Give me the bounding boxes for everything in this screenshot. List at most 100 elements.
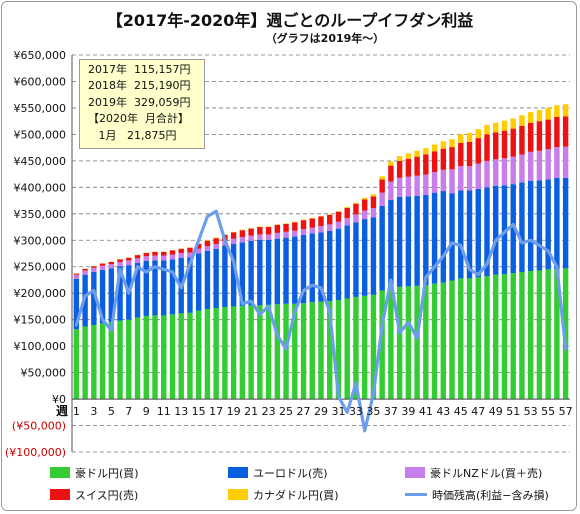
bar-segment xyxy=(283,231,289,238)
bar-segment xyxy=(257,227,263,235)
bar-segment xyxy=(73,278,80,330)
bar-segment xyxy=(361,219,368,296)
bar-segment xyxy=(484,124,490,135)
x-tick-label: 23 xyxy=(262,405,276,418)
y-tick-label: ¥350,000 xyxy=(14,208,67,221)
bar-segment xyxy=(344,206,350,208)
bar-segment xyxy=(309,227,315,234)
bar-segment xyxy=(536,150,543,181)
x-tick-label: 39 xyxy=(401,405,415,418)
bar-segment xyxy=(527,112,534,123)
bar-segment xyxy=(493,159,499,186)
bar-segment xyxy=(466,190,473,279)
bar-segment xyxy=(143,252,149,257)
bar-segment xyxy=(396,286,403,400)
bar-segment xyxy=(388,161,394,166)
bar-segment xyxy=(91,324,97,400)
bar-segment xyxy=(318,232,324,302)
bar-segment xyxy=(510,184,516,274)
bar-segment xyxy=(510,273,516,400)
bar-segment xyxy=(99,263,106,266)
bar-segment xyxy=(318,225,324,233)
bar-segment xyxy=(554,105,560,117)
bar-segment xyxy=(527,122,534,152)
summary-line: 2017年 115,157円 xyxy=(88,63,191,76)
bar-segment xyxy=(178,252,184,258)
bar-segment xyxy=(239,305,246,400)
bar-segment xyxy=(536,270,543,400)
bar-segment xyxy=(370,207,377,218)
bar-segment xyxy=(91,272,97,325)
bar-segment xyxy=(388,181,394,201)
bar-segment xyxy=(353,222,359,297)
bar-segment xyxy=(309,218,315,219)
bar-segment xyxy=(449,147,455,170)
bar-segment xyxy=(361,295,368,400)
bar-segment xyxy=(475,129,481,139)
bar-segment xyxy=(493,122,499,133)
bar-segment xyxy=(99,323,106,400)
bar-segment xyxy=(396,160,403,178)
bar-segment xyxy=(440,148,447,170)
y-tick-label: ¥100,000 xyxy=(14,340,67,353)
bar-segment xyxy=(545,269,551,400)
y-tick-label: (¥50,000) xyxy=(12,420,66,433)
bar-segment xyxy=(283,223,289,224)
bar-segment xyxy=(388,165,394,182)
bar-segment xyxy=(440,191,447,283)
bar-segment xyxy=(292,222,298,231)
bar-segment xyxy=(370,294,377,400)
bar-segment xyxy=(239,242,246,306)
bar-segment xyxy=(449,280,455,400)
legend-label: 豪ドル円(買) xyxy=(75,467,139,480)
bar-segment xyxy=(178,313,184,400)
bar-segment xyxy=(292,230,298,237)
bar-segment xyxy=(510,128,516,157)
bar-segment xyxy=(519,272,525,400)
legend-item-eurusd: ユーロドル(売) xyxy=(228,466,328,482)
bar-segment xyxy=(431,151,438,172)
bar-segment xyxy=(274,232,281,239)
bar-segment xyxy=(414,195,420,286)
bar-segment xyxy=(82,270,88,275)
bar-segment xyxy=(475,163,481,189)
bar-segment xyxy=(108,264,115,269)
x-tick-label: 1 xyxy=(73,405,80,418)
chart-title: 【2017年-2020年】週ごとのループイフダン利益 xyxy=(106,11,474,30)
bar-segment xyxy=(108,268,115,323)
bar-segment xyxy=(169,259,176,315)
bar-segment xyxy=(300,229,307,235)
y-tick-label: ¥650,000 xyxy=(14,49,67,62)
bar-segment xyxy=(335,211,342,212)
x-tick-label: 51 xyxy=(506,405,520,418)
bar-segment xyxy=(484,160,490,188)
bar-segment xyxy=(501,274,508,400)
bar-segment xyxy=(195,253,202,311)
bar-segment xyxy=(108,322,115,400)
y-tick-label: ¥600,000 xyxy=(14,75,67,88)
bar-segment xyxy=(353,202,359,204)
x-tick-label: 31 xyxy=(331,405,345,418)
bar-segment xyxy=(361,210,368,220)
bar-segment xyxy=(414,285,420,400)
bar-segment xyxy=(405,158,412,177)
bar-segment xyxy=(152,251,158,256)
x-tick-label: 53 xyxy=(524,405,538,418)
x-tick-label: 33 xyxy=(349,405,363,418)
bar-segment xyxy=(300,234,307,304)
bar-segment xyxy=(388,200,394,288)
bar-segment xyxy=(353,214,359,223)
y-tick-label: ¥500,000 xyxy=(14,128,67,141)
plot-area: ¥650,000 ¥600,000 ¥550,000 ¥500,000 ¥450,000… xyxy=(5,49,573,459)
bar-segment xyxy=(379,205,385,291)
bar-segment xyxy=(484,276,490,400)
bar-segment xyxy=(248,305,254,400)
bar-segment xyxy=(379,290,385,400)
bar-segment xyxy=(423,148,429,155)
legend-line-swatch xyxy=(405,493,427,496)
bar-segment xyxy=(536,121,543,151)
bar-segment xyxy=(466,141,473,167)
bar-segment xyxy=(554,177,560,269)
bar-segment xyxy=(562,104,569,117)
bar-segment xyxy=(388,287,394,400)
